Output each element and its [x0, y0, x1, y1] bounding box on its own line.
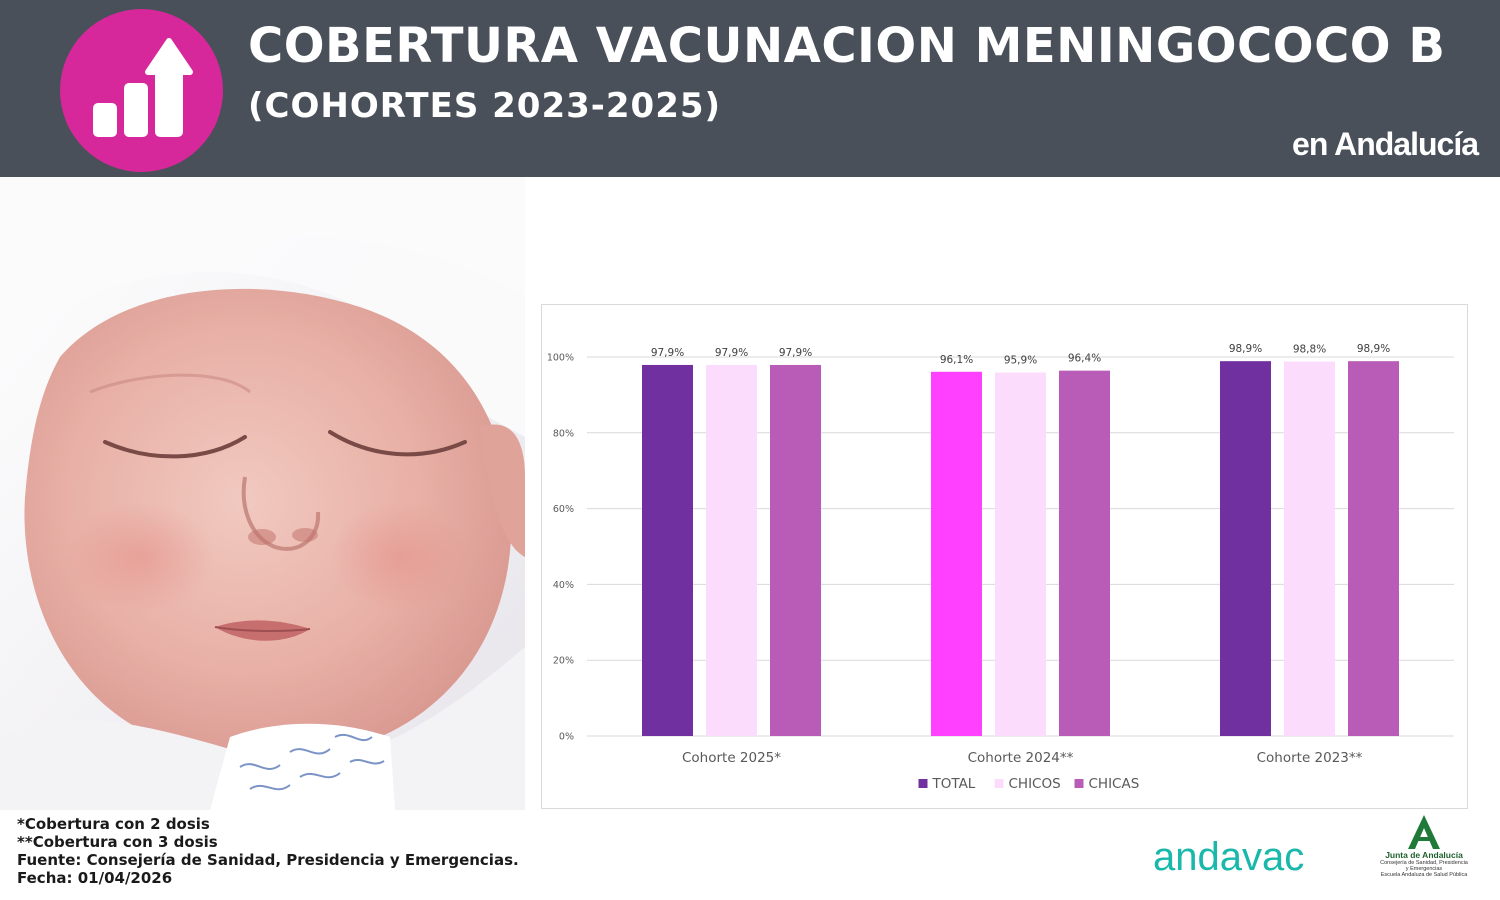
data-label: 98,8%: [1293, 344, 1326, 356]
page-title: COBERTURA VACUNACION MENINGOCOCO B: [248, 18, 1446, 74]
footnote-3-doses: **Cobertura con 3 dosis: [17, 833, 218, 851]
y-tick-label: 60%: [553, 504, 574, 515]
bar: [1284, 361, 1335, 736]
bar: [995, 372, 1046, 736]
bar: [770, 364, 821, 736]
legend-label: CHICOS: [1009, 776, 1061, 792]
x-tick-label: Cohorte 2024**: [968, 750, 1074, 766]
data-label: 96,1%: [940, 354, 973, 366]
data-label: 96,4%: [1068, 353, 1101, 365]
bar: [642, 364, 693, 736]
chart-frame: 0% 20% 40% 60% 80% 100% 97,9% 97,9% 97,9% Cohorte…: [541, 304, 1468, 809]
bar-chart-arrow-up-icon: [93, 38, 193, 137]
bar: [1348, 361, 1399, 736]
y-tick-label: 100%: [547, 353, 574, 364]
x-tick-label: Cohorte 2025*: [682, 750, 781, 766]
date-note: Fecha: 01/04/2026: [17, 869, 173, 887]
data-label: 97,9%: [715, 347, 748, 359]
y-tick-label: 0%: [559, 732, 574, 743]
footnotes: *Cobertura con 2 dosis **Cobertura con 3…: [17, 815, 519, 887]
junta-subtitle-1: Consejería de Sanidad, Presidencia: [1380, 860, 1468, 866]
junta-emblem-icon: [1408, 815, 1440, 849]
bar: [931, 371, 982, 736]
bar: [706, 364, 757, 736]
bar-chart: 0% 20% 40% 60% 80% 100% 97,9% 97,9% 97,9% Cohorte…: [547, 343, 1454, 792]
baby-photo: [0, 177, 525, 810]
junta-subtitle-3: Escuela Andaluza de Salud Pública: [1380, 872, 1468, 878]
data-label: 97,9%: [651, 347, 684, 359]
y-tick-label: 80%: [553, 428, 574, 439]
data-label: 97,9%: [779, 347, 812, 359]
data-label: 95,9%: [1004, 355, 1037, 367]
junta-andalucia-logo: Junta de Andalucía Consejería de Sanidad…: [1378, 815, 1470, 895]
footnote-2-doses: *Cobertura con 2 dosis: [17, 815, 210, 833]
header-banner: COBERTURA VACUNACION MENINGOCOCO B (COHO…: [0, 0, 1500, 177]
data-label: 98,9%: [1229, 343, 1262, 355]
logo-circle: [60, 9, 223, 172]
bar: [1220, 361, 1271, 736]
page-subtitle: (COHORTES 2023-2025): [248, 86, 722, 126]
legend-label: TOTAL: [932, 776, 976, 792]
legend-swatch: [1074, 779, 1084, 788]
legend-label: CHICAS: [1089, 776, 1140, 792]
region-label: en Andalucía: [1292, 126, 1479, 162]
data-label: 98,9%: [1357, 343, 1390, 355]
y-tick-label: 20%: [553, 656, 574, 667]
y-tick-label: 40%: [553, 580, 574, 591]
legend-swatch: [918, 779, 928, 788]
x-tick-label: Cohorte 2023**: [1257, 750, 1363, 766]
source-note: Fuente: Consejería de Sanidad, Presidenc…: [17, 851, 519, 869]
legend-swatch: [994, 779, 1004, 788]
junta-title: Junta de Andalucía: [1385, 850, 1463, 860]
andavac-logo: andavac: [1153, 835, 1305, 879]
bar: [1059, 370, 1110, 736]
junta-subtitle-2: y Emergencias: [1405, 866, 1443, 872]
